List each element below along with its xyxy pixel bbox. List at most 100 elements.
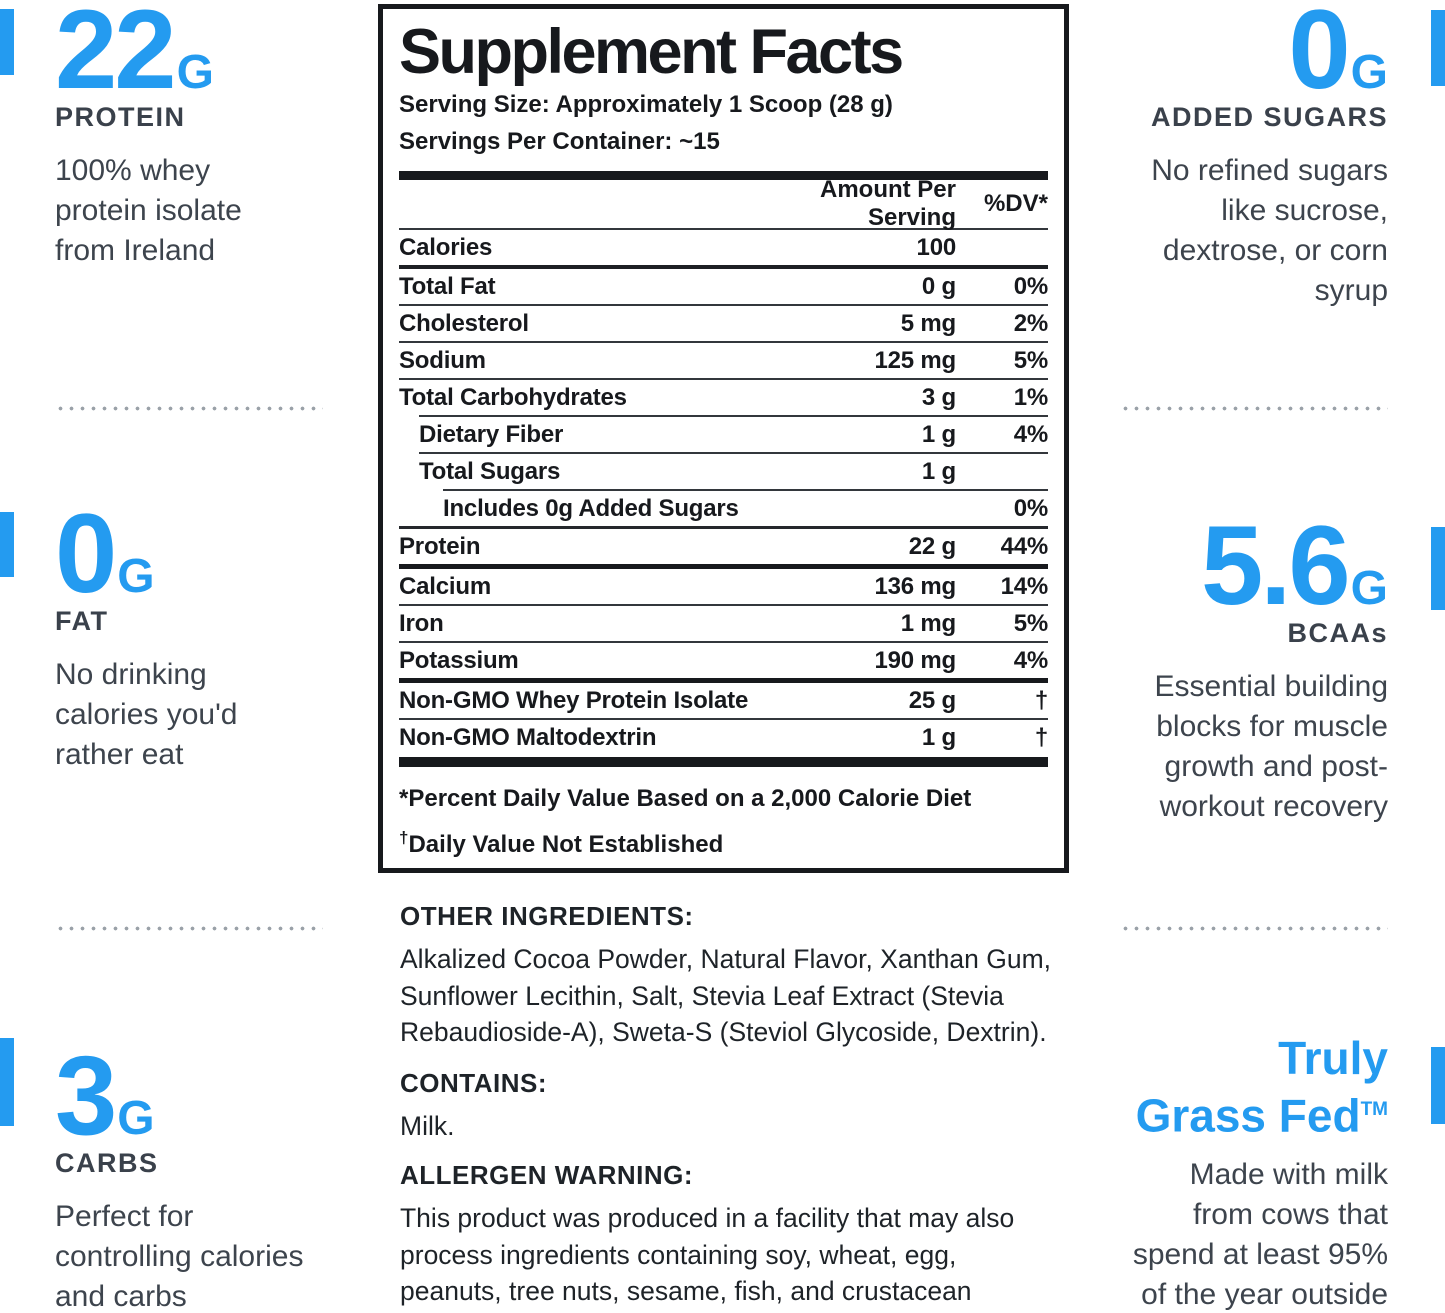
row-dv: † <box>1034 723 1048 751</box>
section-allergen-warning: ALLERGEN WARNING: This product was produ… <box>400 1160 1055 1313</box>
row-dv: 4% <box>1013 420 1048 448</box>
row-amount: 1 mg <box>900 609 956 637</box>
contains-body: Milk. <box>400 1111 455 1141</box>
footnote-dagger-text: Daily Value Not Established <box>408 831 724 859</box>
serving-size: Serving Size: Approximately 1 Scoop (28 … <box>399 91 893 119</box>
row-amount: 22 g <box>908 532 956 560</box>
stat-fat: 0G FAT No drinking calories you'd rather… <box>55 498 347 775</box>
stat-bcaas-label: BCAAs <box>1287 618 1388 648</box>
footnote-dv: *Percent Daily Value Based on a 2,000 Ca… <box>399 785 972 813</box>
accent-bar-right-bottom <box>1431 1047 1445 1124</box>
header-dv: %DV* <box>983 190 1048 218</box>
dagger-symbol: † <box>399 828 409 848</box>
table-row-sodium: Sodium 125 mg 5% <box>399 343 1048 378</box>
panel-title: Supplement Facts <box>399 17 904 87</box>
row-dv: 14% <box>1000 572 1049 600</box>
allergen-warning-heading: ALLERGEN WARNING: <box>400 1160 694 1190</box>
row-dv: 5% <box>1013 609 1048 637</box>
text-line: Essential building <box>1154 670 1388 703</box>
row-amount: 125 mg <box>874 346 956 374</box>
row-amount: 1 g <box>921 457 956 485</box>
stat-fat-value: 0G <box>55 498 347 610</box>
rule <box>399 678 1048 684</box>
row-amount: 0 g <box>921 272 956 300</box>
stat-protein: 22G PROTEIN 100% whey protein isolate fr… <box>55 0 347 271</box>
rule <box>399 265 1048 270</box>
accent-bar-left-top <box>0 9 14 75</box>
row-label: Calcium <box>399 572 491 600</box>
stat-fat-number: 0 <box>55 491 117 616</box>
row-amount: 25 g <box>908 686 956 714</box>
dotted-divider-left-2 <box>55 926 323 931</box>
stat-protein-value: 22G <box>55 0 347 106</box>
row-label: Calories <box>399 233 493 261</box>
text-line: Perfect for <box>55 1200 194 1233</box>
stat-added-sugars-value: 0G <box>1096 0 1388 106</box>
text-line: 100% whey <box>55 154 211 187</box>
row-dv: 0% <box>1013 272 1048 300</box>
rule <box>399 718 1048 721</box>
stat-protein-number: 22 <box>55 0 177 112</box>
stat-bcaas-unit: G <box>1350 562 1388 615</box>
thick-rule-bottom <box>399 757 1048 768</box>
stat-carbs-label: CARBS <box>55 1148 159 1178</box>
row-amount: 1 g <box>921 420 956 448</box>
text-line: and carbs <box>55 1280 187 1313</box>
rule <box>399 228 1048 231</box>
other-ingredients-heading: OTHER INGREDIENTS: <box>400 901 694 931</box>
rule <box>399 604 1048 607</box>
stat-fat-unit: G <box>117 550 155 603</box>
stat-carbs: 3G CARBS Perfect for controlling calorie… <box>55 1040 347 1313</box>
table-row-calcium: Calcium 136 mg 14% <box>399 569 1048 604</box>
text-line: Truly <box>1278 1032 1388 1084</box>
row-label: Potassium <box>399 646 519 674</box>
stat-added-sugars-label: ADDED SUGARS <box>1150 102 1388 132</box>
text-line: dextrose, or corn <box>1162 234 1388 267</box>
text-line: from Ireland <box>55 234 216 267</box>
rule <box>399 304 1048 307</box>
dotted-divider-right-1 <box>1120 406 1388 411</box>
row-amount: 1 g <box>921 723 956 751</box>
rule <box>443 489 1048 492</box>
row-dv: 0% <box>1013 494 1048 522</box>
row-label: Dietary Fiber <box>419 420 564 448</box>
text-line: rather eat <box>55 738 184 771</box>
table-row-calories: Calories 100 <box>399 230 1048 265</box>
table-row-total-carbohydrates: Total Carbohydrates 3 g 1% <box>399 380 1048 415</box>
row-label: Non-GMO Maltodextrin <box>399 723 657 751</box>
text-line: from cows that <box>1192 1198 1388 1232</box>
row-label: Total Sugars <box>419 457 561 485</box>
row-label: Non-GMO Whey Protein Isolate <box>399 686 749 714</box>
stat-bcaas-number: 5.6 <box>1200 503 1351 628</box>
supplement-facts-panel: Supplement Facts Serving Size: Approxima… <box>378 4 1069 873</box>
rule <box>399 526 1048 530</box>
row-dv: 1% <box>1013 383 1048 411</box>
stat-added-sugars-description: No refined sugars like sucrose, dextrose… <box>1096 151 1388 311</box>
stat-carbs-value: 3G <box>55 1040 347 1152</box>
table-row-protein: Protein 22 g 44% <box>399 529 1048 564</box>
stat-fat-label: FAT <box>55 606 109 636</box>
stat-protein-label: PROTEIN <box>55 102 186 132</box>
stat-protein-unit: G <box>176 46 214 99</box>
table-row-whey-protein-isolate: Non-GMO Whey Protein Isolate 25 g † <box>399 683 1048 718</box>
row-dv: 44% <box>1000 532 1049 560</box>
accent-bar-right-middle <box>1431 527 1445 610</box>
footnote-dagger: †Daily Value Not Established <box>399 818 1048 864</box>
row-label: Cholesterol <box>399 309 529 337</box>
rule <box>399 564 1048 570</box>
other-ingredients-body: Alkalized Cocoa Powder, Natural Flavor, … <box>400 944 1052 1047</box>
trademark-symbol: TM <box>1360 1099 1388 1120</box>
servings-per-container: Servings Per Container: ~15 <box>399 128 720 156</box>
row-amount: 190 mg <box>874 646 956 674</box>
text-line: protein isolate <box>55 194 242 227</box>
stat-bcaas-value: 5.6G <box>1096 510 1388 622</box>
stat-added-sugars-unit: G <box>1350 46 1388 99</box>
contains-heading: CONTAINS: <box>400 1068 548 1098</box>
stat-bcaas-description: Essential building blocks for muscle gro… <box>1096 667 1388 827</box>
table-row-iron: Iron 1 mg 5% <box>399 606 1048 641</box>
text-line: syrup <box>1314 274 1388 307</box>
row-label: Total Carbohydrates <box>399 383 627 411</box>
thick-rule-top <box>399 171 1048 181</box>
text-line: controlling calories <box>55 1240 304 1273</box>
dotted-divider-right-2 <box>1120 926 1388 931</box>
